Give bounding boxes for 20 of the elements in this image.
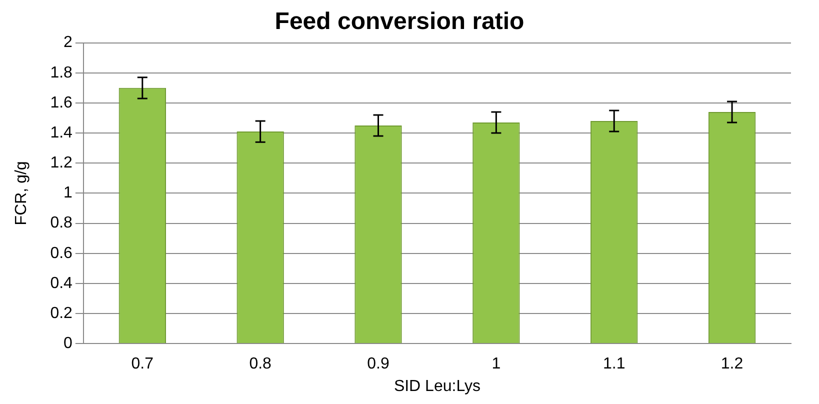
y-tick-label: 1.8 xyxy=(50,64,73,82)
x-tick-label: 0.7 xyxy=(131,356,154,373)
y-tick-label: 0.8 xyxy=(50,214,73,232)
y-tick-label: 0.6 xyxy=(50,244,73,262)
y-tick-label: 0 xyxy=(64,335,73,352)
x-axis-title: SID Leu:Lys xyxy=(394,378,480,395)
y-tick-label: 0.4 xyxy=(50,274,73,292)
y-tick-label: 0.2 xyxy=(50,304,73,322)
y-tick-label: 1 xyxy=(64,184,73,202)
x-tick-label: 0.9 xyxy=(367,356,390,373)
y-tick-label: 2 xyxy=(64,34,73,52)
y-tick-label: 1.2 xyxy=(50,154,73,172)
x-tick-label: 0.8 xyxy=(249,356,272,373)
y-tick-label: 1.6 xyxy=(50,94,73,112)
x-tick-label: 1.1 xyxy=(602,356,626,373)
y-axis-title: FCR, g/g xyxy=(13,161,30,226)
chart-title: Feed conversion ratio xyxy=(274,8,524,36)
y-tick-label: 1.4 xyxy=(50,124,73,142)
x-tick-label: 1.2 xyxy=(720,356,744,373)
x-tick-label: 1 xyxy=(492,356,501,373)
